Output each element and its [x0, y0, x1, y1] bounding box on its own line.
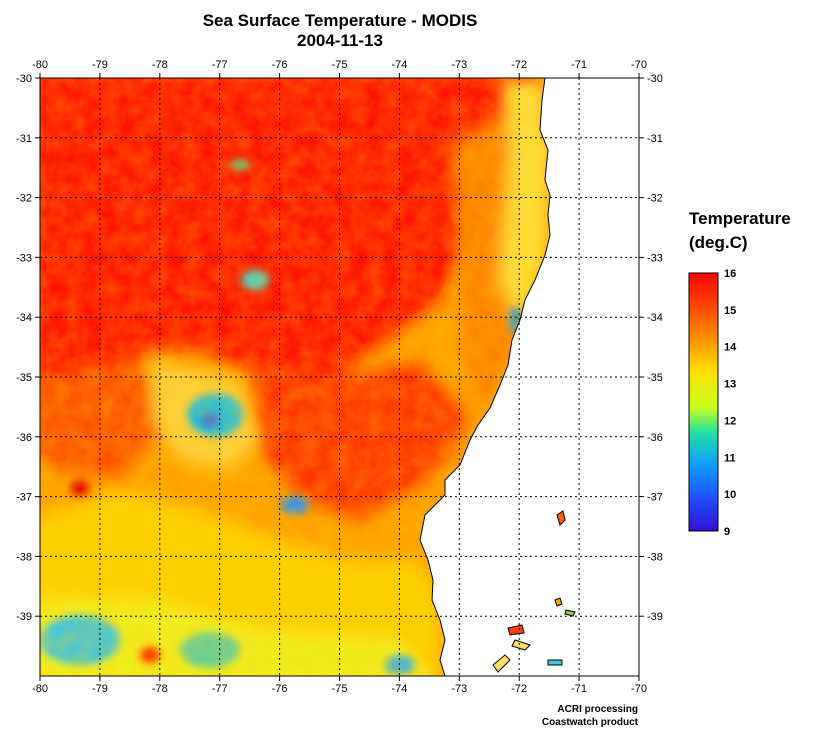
- lat-labels-right: -30 -31 -32 -33 -34 -35 -36 -37 -38 -39: [647, 73, 663, 623]
- lat-tick-label: -32: [16, 193, 32, 205]
- lat-tick-label: -36: [16, 432, 32, 444]
- lon-tick-label: -77: [212, 683, 228, 695]
- lon-tick-label: -79: [92, 59, 108, 71]
- lon-tick-label: -74: [391, 59, 407, 71]
- lat-tick-label: -37: [647, 492, 663, 504]
- lon-tick-label: -74: [391, 683, 407, 695]
- island: [547, 659, 563, 666]
- lat-tick-label: -33: [647, 252, 663, 264]
- lat-tick-label: -38: [647, 551, 663, 563]
- colorbar-tick-label: 15: [724, 305, 736, 317]
- lon-tick-label: -79: [92, 683, 108, 695]
- lat-labels-left: -30 -31 -32 -33 -34 -35 -36 -37 -38 -39: [16, 73, 32, 623]
- island: [511, 639, 531, 651]
- island: [564, 609, 576, 617]
- lat-tick-label: -34: [16, 312, 32, 324]
- lon-tick-label: -78: [152, 683, 168, 695]
- tick-marks: [35, 73, 644, 681]
- colorbar-tick-label: 9: [724, 526, 730, 538]
- credit-product: Coastwatch product: [541, 717, 638, 728]
- lon-tick-label: -80: [32, 59, 48, 71]
- lat-tick-label: -39: [16, 611, 32, 623]
- lon-tick-label: -72: [511, 59, 527, 71]
- lon-tick-label: -70: [631, 59, 647, 71]
- lat-tick-label: -34: [647, 312, 663, 324]
- lat-tick-label: -31: [647, 133, 663, 145]
- lon-labels-bottom: -80 -79 -78 -77 -76 -75 -74 -73 -72 -71 -70: [32, 683, 647, 695]
- colorbar-tick-label: 14: [724, 342, 737, 354]
- lat-tick-label: -35: [16, 372, 32, 384]
- lon-tick-label: -80: [32, 683, 48, 695]
- lon-tick-label: -70: [631, 683, 647, 695]
- colorbar-tick-label: 11: [724, 452, 736, 464]
- lat-tick-label: -33: [16, 252, 32, 264]
- lat-tick-label: -31: [16, 133, 32, 145]
- lon-tick-label: -77: [212, 59, 228, 71]
- legend-units: (deg.C): [689, 233, 748, 252]
- island: [507, 624, 525, 636]
- colorbar-tick-labels: 16 15 14 13 12 11 10 9: [724, 268, 737, 538]
- lon-tick-label: -76: [272, 59, 288, 71]
- lon-tick-label: -71: [571, 59, 587, 71]
- colorbar-tick-label: 16: [724, 268, 736, 280]
- lon-tick-label: -73: [451, 683, 467, 695]
- colorbar-tick-label: 12: [724, 415, 736, 427]
- lat-tick-label: -35: [647, 372, 663, 384]
- lon-labels-top: -80 -79 -78 -77 -76 -75 -74 -73 -72 -71 -70: [32, 59, 647, 71]
- lat-tick-label: -36: [647, 432, 663, 444]
- island: [556, 510, 566, 526]
- lon-tick-label: -71: [571, 683, 587, 695]
- lat-tick-label: -38: [16, 551, 32, 563]
- map-title: Sea Surface Temperature - MODIS: [202, 11, 478, 30]
- lat-tick-label: -30: [647, 73, 663, 85]
- legend-title: Temperature: [689, 209, 791, 228]
- lat-tick-label: -39: [647, 611, 663, 623]
- lon-tick-label: -72: [511, 683, 527, 695]
- credit-processing: ACRI processing: [557, 704, 638, 715]
- island: [554, 597, 563, 607]
- lon-tick-label: -76: [272, 683, 288, 695]
- lon-tick-label: -78: [152, 59, 168, 71]
- island: [492, 654, 511, 673]
- lon-tick-label: -75: [332, 59, 348, 71]
- land-mass: [419, 78, 639, 676]
- lat-tick-label: -30: [16, 73, 32, 85]
- colorbar-tick-label: 10: [724, 489, 736, 501]
- lon-tick-label: -75: [332, 683, 348, 695]
- lon-tick-label: -73: [451, 59, 467, 71]
- map-date: 2004-11-13: [296, 31, 384, 50]
- sst-field: [40, 78, 639, 676]
- colorbar-tick-label: 13: [724, 379, 736, 391]
- colorbar: [688, 272, 719, 532]
- lat-tick-label: -37: [16, 492, 32, 504]
- lat-tick-label: -32: [647, 193, 663, 205]
